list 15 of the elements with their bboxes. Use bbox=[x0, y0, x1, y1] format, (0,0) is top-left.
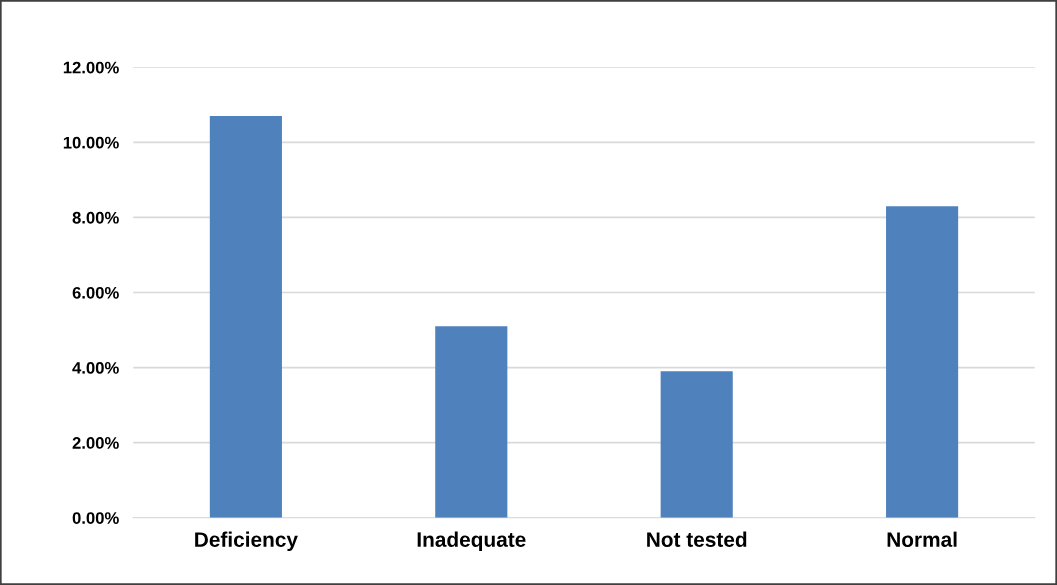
y-tick-label: 8.00% bbox=[72, 211, 119, 224]
bar bbox=[886, 206, 959, 518]
bar bbox=[435, 326, 508, 518]
y-tick-label: 12.00% bbox=[63, 61, 119, 74]
y-tick-label: 6.00% bbox=[72, 286, 119, 299]
y-tick-label: 4.00% bbox=[72, 361, 119, 374]
y-tick-label: 0.00% bbox=[72, 512, 119, 524]
bar bbox=[660, 371, 733, 518]
bar bbox=[209, 116, 282, 518]
y-tick-label: 2.00% bbox=[72, 437, 119, 449]
x-tick-label: Normal bbox=[887, 531, 957, 547]
x-tick-label: Inadequate bbox=[417, 531, 526, 552]
y-tick-label: 10.00% bbox=[63, 136, 119, 149]
x-tick-label: Not tested bbox=[647, 531, 747, 547]
x-tick-label: Deficiency bbox=[195, 531, 298, 552]
